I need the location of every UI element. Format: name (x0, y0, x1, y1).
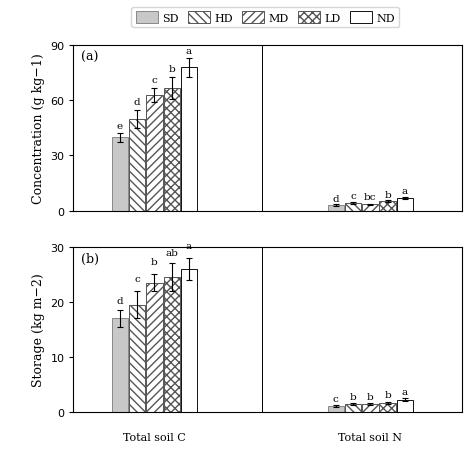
Bar (129, 119, 146, 211)
Text: e: e (117, 121, 123, 131)
Text: Total soil N: Total soil N (338, 432, 402, 442)
Bar (345, 204, 361, 211)
Text: b: b (168, 65, 175, 74)
Bar (397, 198, 413, 211)
Text: c: c (350, 192, 356, 201)
Text: d: d (134, 98, 140, 106)
Bar (164, 277, 180, 412)
Text: b: b (384, 390, 391, 400)
Text: (b): (b) (81, 252, 99, 265)
Bar (112, 138, 128, 211)
Y-axis label: Storage (kg m−2): Storage (kg m−2) (32, 273, 45, 387)
Bar (181, 68, 197, 211)
Legend: SD, HD, MD, LD, ND: SD, HD, MD, LD, ND (131, 8, 400, 28)
Bar (146, 96, 163, 211)
Text: a: a (186, 241, 192, 250)
Bar (181, 269, 197, 412)
Text: ab: ab (165, 248, 178, 257)
Text: c: c (134, 274, 140, 283)
Text: c: c (152, 76, 157, 85)
Bar (146, 283, 163, 412)
Y-axis label: Concentration (g kg−1): Concentration (g kg−1) (32, 53, 45, 204)
Text: b: b (367, 392, 374, 401)
Text: Total soil C: Total soil C (123, 432, 186, 442)
Bar (362, 404, 379, 412)
Text: b: b (384, 190, 391, 199)
Bar (164, 88, 180, 211)
Bar (345, 404, 361, 412)
Text: b: b (350, 392, 356, 401)
Bar (328, 406, 344, 412)
Bar (380, 202, 396, 211)
Text: a: a (186, 46, 192, 56)
Bar (362, 205, 379, 211)
Bar (328, 206, 344, 211)
Text: a: a (402, 187, 408, 195)
Text: a: a (402, 387, 408, 396)
Bar (380, 403, 396, 412)
Bar (397, 400, 413, 412)
Text: (a): (a) (81, 51, 99, 64)
Text: bc: bc (364, 193, 377, 202)
Bar (112, 319, 128, 412)
Bar (129, 305, 146, 412)
Text: b: b (151, 257, 158, 267)
Text: d: d (117, 296, 123, 305)
Text: c: c (333, 394, 339, 403)
Text: d: d (333, 194, 339, 203)
